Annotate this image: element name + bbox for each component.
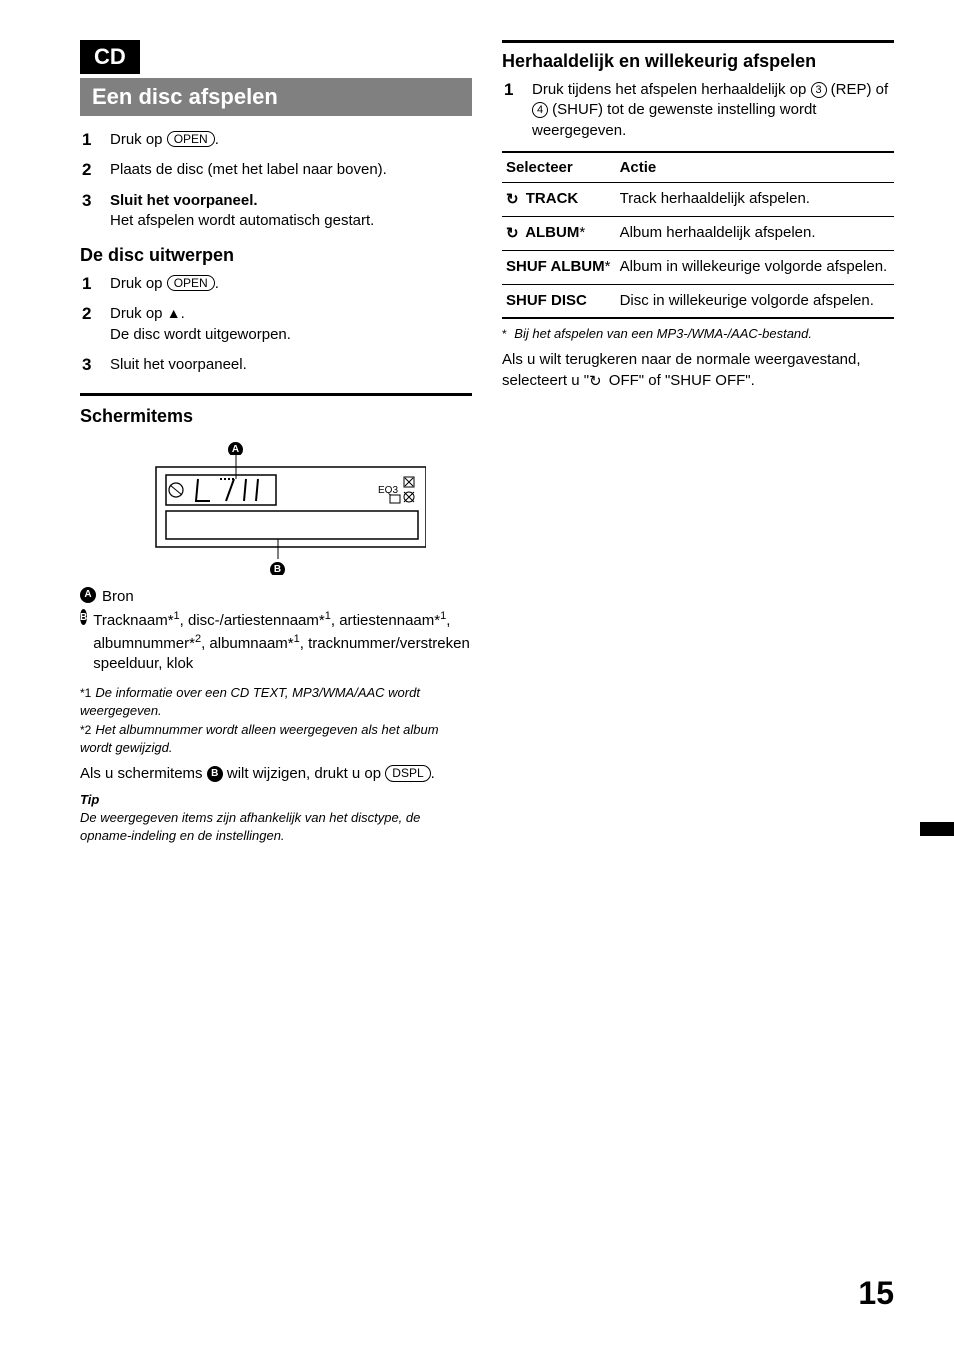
table-footnote-text: Bij het afspelen van een MP3-/WMA-/AAC-b…: [514, 326, 812, 341]
step-text: (REP) of: [827, 81, 889, 98]
table-footnote-label: *: [502, 327, 507, 341]
step-text: Druk tijdens het afspelen herhaaldelijk …: [532, 81, 811, 98]
button-3-icon: 3: [811, 82, 827, 98]
callout-a-marker: A: [80, 587, 96, 603]
return-normal-text: Als u wilt terugkeren naar de normale we…: [502, 350, 894, 392]
repeat-icon: [506, 224, 522, 241]
table-row: ALBUM* Album herhaaldelijk afspelen.: [502, 217, 894, 251]
eject-steps: 1 Druk op OPEN. 2 Druk op ▲. De disc wor…: [82, 274, 472, 375]
callout-b-icon: B: [270, 562, 285, 575]
open-button-label: OPEN: [167, 131, 215, 147]
repeat-heading: Herhaaldelijk en willekeurig afspelen: [502, 51, 894, 72]
dspl-button-label: DSPL: [385, 765, 430, 781]
repeat-step: 1 Druk tijdens het afspelen herhaaldelij…: [504, 80, 894, 141]
action-cell: Album herhaaldelijk afspelen.: [616, 217, 894, 251]
section-title: Een disc afspelen: [80, 78, 472, 116]
play-steps: 1 Druk op OPEN. 2 Plaats de disc (met he…: [82, 130, 472, 231]
step-text: .: [181, 305, 185, 322]
step-number: 3: [82, 191, 100, 232]
tip-text: De weergegeven items zijn afhankelijk va…: [80, 809, 472, 844]
step-number: 3: [82, 355, 100, 375]
callout-list: A Bron B Tracknaam*1, disc-/artiestennaa…: [80, 587, 472, 674]
callout-a-text: Bron: [102, 587, 134, 607]
step-text: Druk op: [110, 275, 167, 292]
page-edge-tab: [920, 822, 954, 836]
display-diagram: A EQ3: [80, 437, 472, 577]
col-select-header: Selecteer: [502, 152, 616, 183]
left-column: CD Een disc afspelen 1 Druk op OPEN. 2 P…: [80, 40, 472, 847]
select-cell: TRACK: [522, 190, 579, 207]
table-row: TRACK Track herhaaldelijk afspelen.: [502, 182, 894, 216]
footnotes: *1De informatie over een CD TEXT, MP3/WM…: [80, 684, 472, 756]
dspl-instruction: Als u schermitems B wilt wijzigen, drukt…: [80, 764, 472, 784]
select-cell: SHUF ALBUM: [506, 258, 605, 275]
step-number: 2: [82, 160, 100, 180]
eject-icon: ▲: [167, 305, 181, 321]
select-cell: SHUF DISC: [502, 284, 616, 318]
col-action-header: Actie: [616, 152, 894, 183]
step-text: Plaats de disc (met het label naar boven…: [110, 160, 472, 180]
step-text: .: [215, 275, 219, 292]
select-cell: ALBUM: [522, 224, 580, 241]
callout-b-inline-icon: B: [207, 766, 223, 782]
tip-label: Tip: [80, 792, 472, 807]
step-number: 1: [504, 80, 522, 141]
callout-b-marker: B: [80, 609, 87, 625]
repeat-icon: [506, 190, 522, 207]
footnote-label: *2: [80, 723, 91, 737]
footnote-text: De informatie over een CD TEXT, MP3/WMA/…: [80, 685, 420, 718]
repeat-table: Selecteer Actie TRACK Track herhaaldelij…: [502, 151, 894, 319]
step-subtext: Het afspelen wordt automatisch gestart.: [110, 212, 374, 229]
eq-label: EQ3: [378, 485, 398, 496]
action-cell: Track herhaaldelijk afspelen.: [616, 182, 894, 216]
step-text: Druk op: [110, 305, 167, 322]
table-row: SHUF ALBUM* Album in willekeurige volgor…: [502, 251, 894, 284]
right-column: Herhaaldelijk en willekeurig afspelen 1 …: [502, 40, 894, 847]
repeat-icon: [589, 372, 605, 389]
action-cell: Album in willekeurige volgorde afspelen.: [616, 251, 894, 284]
step-subtext: De disc wordt uitgeworpen.: [110, 326, 291, 343]
callout-b-text: Tracknaam*1, disc-/artiestennaam*1, arti…: [93, 609, 472, 674]
step-text: Druk op: [110, 131, 167, 148]
table-row: SHUF DISC Disc in willekeurige volgorde …: [502, 284, 894, 318]
page-number: 15: [858, 1275, 894, 1312]
open-button-label: OPEN: [167, 275, 215, 291]
action-cell: Disc in willekeurige volgorde afspelen.: [616, 284, 894, 318]
step-text: .: [215, 131, 219, 148]
button-4-icon: 4: [532, 102, 548, 118]
callout-a-icon: A: [228, 442, 243, 455]
step-number: 1: [82, 274, 100, 294]
eject-heading: De disc uitwerpen: [80, 245, 472, 266]
step-text: (SHUF) tot de gewenste instelling wordt …: [532, 101, 816, 138]
schermitems-heading: Schermitems: [80, 406, 472, 427]
step-number: 2: [82, 304, 100, 345]
divider: [80, 393, 472, 396]
step-text: Sluit het voorpaneel.: [110, 192, 258, 209]
step-number: 1: [82, 130, 100, 150]
footnote-label: *1: [80, 686, 91, 700]
footnote-text: Het albumnummer wordt alleen weergegeven…: [80, 722, 439, 755]
divider: [502, 40, 894, 43]
step-text: Sluit het voorpaneel.: [110, 355, 472, 375]
cd-badge: CD: [80, 40, 140, 74]
